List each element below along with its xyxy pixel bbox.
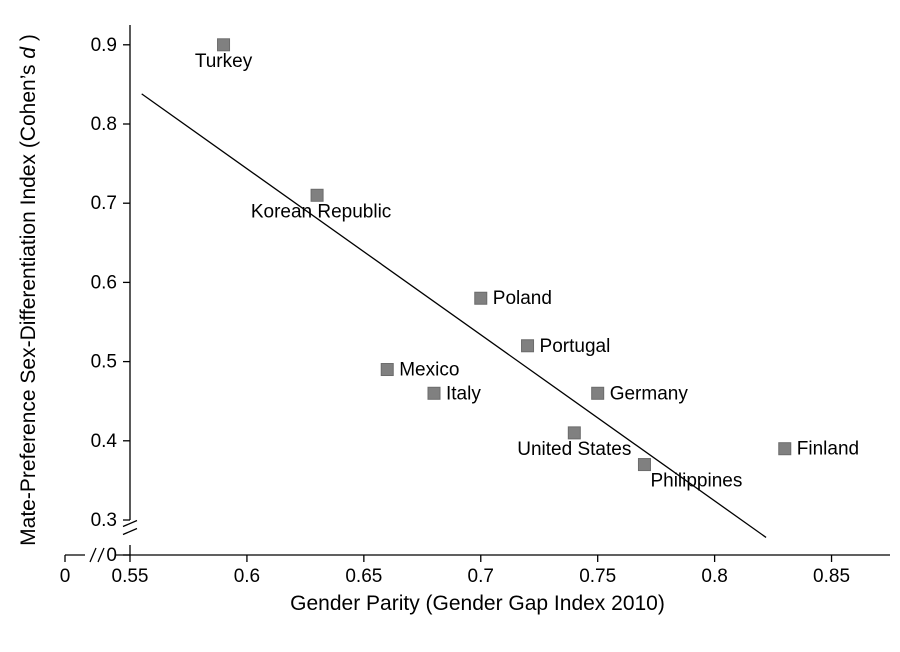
data-point-label: Portugal — [540, 336, 611, 357]
data-point-label: Turkey — [195, 51, 253, 72]
data-point-label: Italy — [446, 383, 481, 404]
x-axis-label: Gender Parity (Gender Gap Index 2010) — [290, 592, 665, 615]
y-tick-label: 0.4 — [91, 431, 118, 452]
x-tick-label: 0.6 — [234, 566, 260, 587]
x-zero-label: 0 — [60, 566, 71, 587]
x-tick-label: 0.55 — [112, 566, 149, 587]
data-point — [218, 39, 230, 51]
data-point — [381, 364, 393, 376]
data-point — [475, 292, 487, 304]
y-axis-label: Mate-Preference Sex-Differentiation Inde… — [17, 34, 40, 546]
y-tick-label: 0.9 — [91, 35, 117, 56]
data-point-label: United States — [517, 439, 631, 460]
x-tick-label: 0.75 — [579, 566, 616, 587]
data-point — [311, 189, 323, 201]
data-point-label: Finland — [797, 439, 859, 460]
data-point-label: Mexico — [399, 360, 459, 381]
data-point-label: Poland — [493, 288, 552, 309]
y-tick-label: 0.8 — [91, 114, 117, 135]
x-tick-label: 0.7 — [468, 566, 494, 587]
x-tick-label: 0.65 — [345, 566, 382, 587]
scatter-chart: 0.30.40.50.60.70.80.9000.550.60.650.70.7… — [0, 0, 900, 652]
data-point-label: Korean Republic — [251, 201, 391, 222]
y-tick-label: 0.7 — [91, 193, 117, 214]
data-point — [779, 443, 791, 455]
data-point-label: Germany — [610, 383, 689, 404]
data-point — [428, 387, 440, 399]
y-tick-label: 0.5 — [91, 352, 117, 373]
data-point — [522, 340, 534, 352]
y-tick-label: 0.6 — [91, 272, 117, 293]
data-point — [568, 427, 580, 439]
data-point — [592, 387, 604, 399]
x-tick-label: 0.85 — [813, 566, 850, 587]
y-tick-label: 0.3 — [91, 510, 117, 531]
x-tick-label: 0.8 — [701, 566, 727, 587]
data-point-label: Philippines — [650, 471, 742, 492]
data-point — [638, 459, 650, 471]
